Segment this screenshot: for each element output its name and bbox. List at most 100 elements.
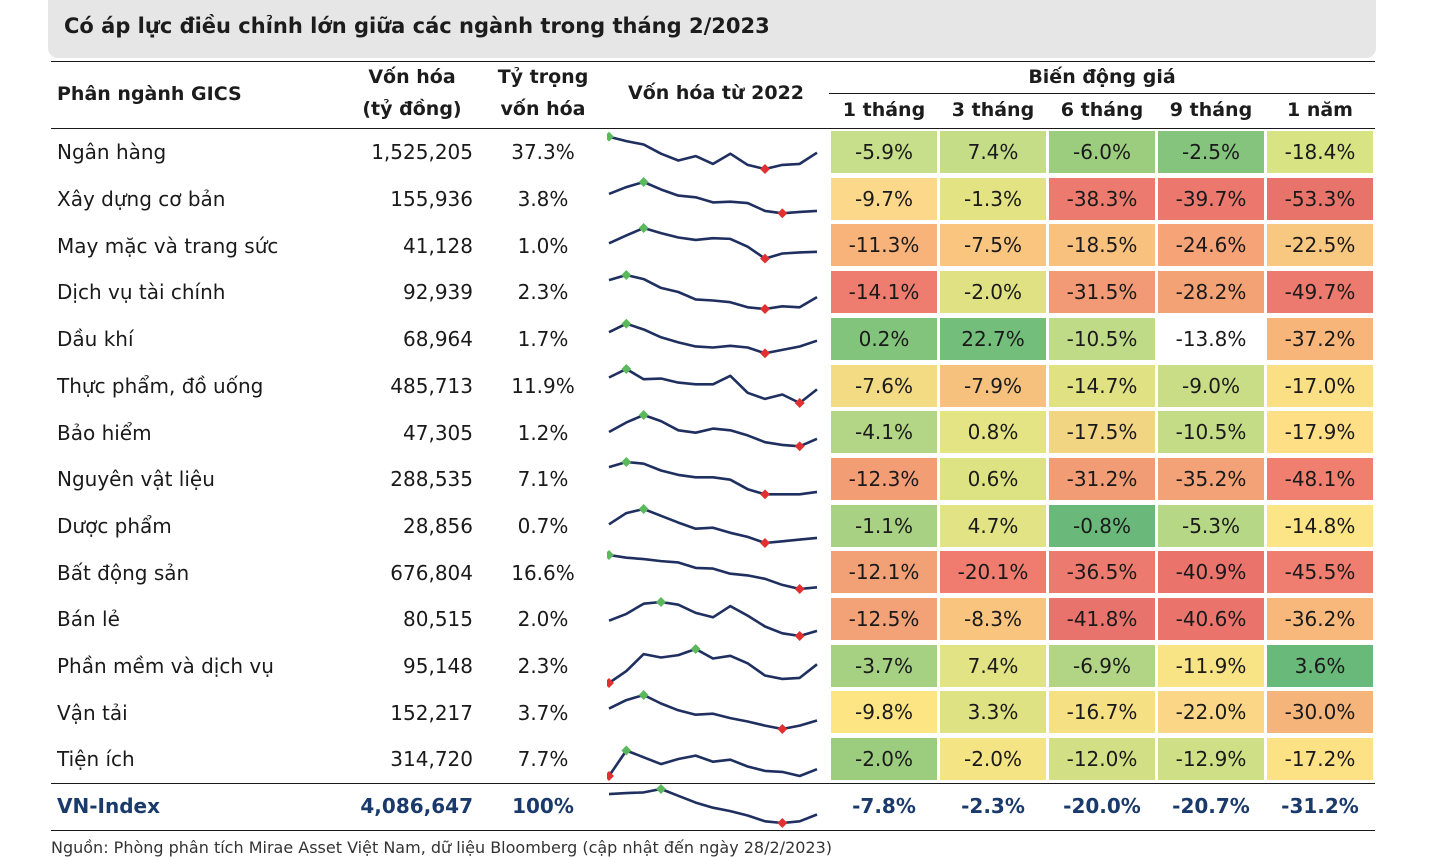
price-change-cell: -30.0% [1267, 691, 1373, 734]
price-change-cell: 22.7% [940, 317, 1046, 360]
price-change-cell: -2.5% [1158, 131, 1264, 173]
sparkline-max-marker [607, 131, 614, 142]
sparkline-max-marker [638, 690, 649, 701]
source-note: Nguồn: Phòng phân tích Mirae Asset Việt … [51, 838, 833, 857]
price-change-cell: -37.2% [1267, 317, 1373, 360]
price-change-cell: 7.4% [940, 644, 1046, 687]
price-change-cell: -6.9% [1049, 644, 1155, 687]
sparkline-cell [607, 269, 825, 316]
price-change-cell: -35.2% [1158, 457, 1264, 500]
total-change-cell: -20.7% [1172, 793, 1250, 818]
sparkline-chart [608, 456, 818, 500]
price-change-cell: -17.2% [1267, 738, 1373, 781]
sparkline-path [607, 749, 818, 778]
sparkline-cell [607, 316, 825, 363]
sparkline-chart [608, 503, 818, 548]
price-change-cell: -2.0% [940, 738, 1046, 781]
sparkline-cell [607, 176, 825, 223]
sparkline-path [608, 460, 818, 496]
sparkline-max-marker [656, 597, 666, 607]
total-weight: 100% [512, 794, 574, 819]
price-change-cell: 7.4% [940, 131, 1046, 173]
price-change-cell: -17.5% [1049, 411, 1155, 454]
cap-weight: 3.8% [517, 187, 569, 212]
sparkline-chart [608, 690, 818, 735]
sparkline-path [608, 694, 818, 731]
sparkline-min-marker [607, 771, 614, 782]
sparkline-path [608, 507, 818, 544]
cap-weight: 1.2% [517, 420, 569, 445]
price-change-cell: -1.1% [831, 504, 937, 547]
price-change-cell: -5.3% [1158, 504, 1264, 547]
sparkline-min-marker [760, 348, 770, 359]
market-cap: 152,217 [390, 700, 473, 725]
sparkline-max-marker [638, 223, 649, 234]
header-spark: Vốn hóa từ 2022 [627, 82, 805, 104]
price-change-cell: -17.9% [1267, 411, 1373, 454]
price-change-cell: -14.1% [831, 271, 937, 314]
sparkline-cell [607, 596, 825, 643]
price-change-cell: -10.5% [1158, 411, 1264, 454]
header-bottom-rule [51, 128, 1375, 129]
sparkline-min-marker [794, 441, 805, 452]
price-change-cell: -10.5% [1049, 317, 1155, 360]
price-change-cell: -40.9% [1158, 551, 1264, 594]
header-weight-line1: Tỷ trọng [497, 66, 589, 88]
price-change-cell: -22.5% [1267, 224, 1373, 267]
price-change-cell: -31.2% [1049, 457, 1155, 500]
sparkline-cell [607, 222, 825, 269]
sparkline-chart [607, 550, 818, 595]
sparkline-chart [608, 783, 818, 828]
sparkline-path [608, 322, 818, 355]
sparkline-min-marker [794, 584, 805, 595]
price-change-cell: -8.3% [940, 598, 1046, 640]
cap-weight: 7.7% [517, 747, 569, 772]
total-change-cell: -31.2% [1281, 793, 1359, 818]
price-change-cell: -45.5% [1267, 551, 1373, 594]
table-row: Ngân hàng 1,525,205 37.3% -5.9% 7.4% -6.0% -2.… [51, 129, 1375, 176]
header-period-9m: 9 tháng [1169, 99, 1253, 121]
header-price-group: Biến động giá [1028, 66, 1176, 88]
price-change-cell: -11.9% [1158, 644, 1264, 687]
sector-name: Xây dựng cơ bản [57, 187, 226, 212]
market-cap: 485,713 [390, 373, 473, 398]
price-change-cell: -14.8% [1267, 504, 1373, 547]
sparkline-cell [607, 783, 825, 830]
price-change-cell: -16.7% [1049, 691, 1155, 734]
table-row: Tiện ích 314,720 7.7% -2.0% -2.0% -12.0% -12.9… [51, 736, 1375, 783]
market-cap: 47,305 [403, 420, 473, 445]
page-title: Có áp lực điều chỉnh lớn giữa các ngành … [64, 14, 770, 38]
sparkline-cell [607, 409, 825, 456]
price-change-cell: -3.7% [831, 644, 937, 687]
price-change-cell: 0.2% [831, 317, 937, 360]
price-change-cell: -39.7% [1158, 177, 1264, 220]
price-change-cell: -7.5% [940, 224, 1046, 267]
sparkline-max-marker [656, 783, 666, 794]
cap-weight: 2.3% [517, 654, 569, 679]
sparkline-cell [607, 129, 825, 176]
price-change-cell: -13.8% [1175, 326, 1247, 351]
price-change-cell: -0.8% [1049, 504, 1155, 547]
sector-name: Nguyên vật liệu [57, 467, 215, 492]
price-change-cell: -9.8% [831, 691, 937, 734]
price-change-cell: -1.3% [940, 177, 1046, 220]
sparkline-chart [608, 270, 818, 315]
price-change-cell: -5.9% [831, 131, 937, 173]
table-row: Phần mềm và dịch vụ 95,148 2.3% -3.7% 7.4% -6… [51, 643, 1375, 690]
header-period-6m: 6 tháng [1060, 99, 1144, 121]
cap-weight: 3.7% [517, 700, 569, 725]
sparkline-chart [608, 176, 818, 218]
price-change-cell: -38.3% [1049, 177, 1155, 220]
sparkline-cell [607, 549, 825, 596]
price-change-cell: -12.5% [831, 598, 937, 640]
sparkline-min-marker [760, 489, 770, 500]
header-period-1y: 1 năm [1287, 99, 1353, 121]
price-change-cell: -12.3% [831, 457, 937, 500]
price-change-cell: -28.2% [1158, 271, 1264, 314]
cap-weight: 2.3% [517, 280, 569, 305]
header-period-1m: 1 tháng [842, 99, 926, 121]
market-cap: 155,936 [390, 187, 473, 212]
sparkline-path [608, 135, 818, 171]
price-change-cell: -2.0% [940, 271, 1046, 314]
sparkline-cell [607, 456, 825, 503]
